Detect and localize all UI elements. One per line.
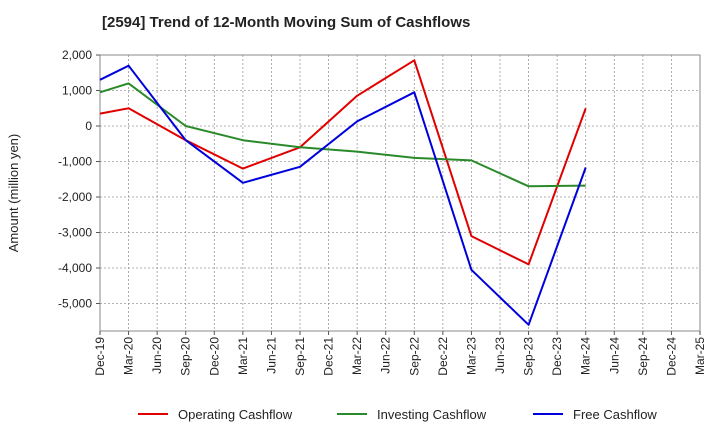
legend-label: Operating Cashflow [178,407,293,422]
chart-title: [2594] Trend of 12-Month Moving Sum of C… [102,14,471,31]
series-line-investing-cashflow [99,82,586,188]
plot-area-frame [99,54,701,332]
x-tick-label: Mar-24 [579,337,593,375]
x-tick-label: Jun-23 [493,337,507,374]
y-tick-label: -3,000 [58,226,92,240]
x-tick-label: Sep-21 [293,337,307,376]
y-tick-label: -4,000 [58,261,92,275]
y-tick-label: -1,000 [58,155,92,169]
x-tick-label: Jun-22 [379,337,393,374]
x-tick-label: Mar-22 [350,337,364,375]
series-line-operating-cashflow [99,59,587,266]
y-axis-ticks: 2,000 1,000 0 -1,000 -2,000 -3,000 -4,000 -5,00… [58,48,100,311]
x-tick-label: Sep-22 [407,337,421,376]
x-tick-label: Dec-21 [322,337,336,376]
grid [99,54,701,331]
x-tick-label: Dec-23 [550,337,564,376]
x-tick-label: Mar-23 [464,337,478,375]
y-axis-label: Amount (million yen) [6,134,21,253]
x-tick-label: Dec-20 [207,337,221,376]
x-tick-label: Jun-24 [607,337,621,374]
y-tick-label: 0 [85,119,92,133]
x-tick-label: Mar-25 [693,337,707,375]
x-tick-label: Jun-20 [150,337,164,374]
x-tick-label: Sep-24 [636,337,650,376]
y-tick-label: 1,000 [62,84,92,98]
legend-label: Investing Cashflow [377,407,487,422]
y-tick-label: -5,000 [58,297,92,311]
series-lines [99,59,587,326]
legend: Operating Cashflow Investing Cashflow Free… [138,407,657,422]
x-axis-ticks: Dec-19 Mar-20 Jun-20 Sep-20 Dec-20 Mar-21 Jun-… [93,331,707,376]
x-tick-label: Mar-20 [122,337,136,375]
y-tick-label: 2,000 [62,48,92,62]
series-line-free-cashflow [99,64,587,326]
x-tick-label: Dec-24 [664,337,678,376]
x-tick-label: Sep-23 [522,337,536,376]
x-tick-label: Sep-20 [179,337,193,376]
y-tick-label: -2,000 [58,190,92,204]
x-tick-label: Jun-21 [264,337,278,374]
x-tick-label: Dec-22 [436,337,450,376]
x-tick-label: Mar-21 [236,337,250,375]
x-tick-label: Dec-19 [93,337,107,376]
legend-label: Free Cashflow [573,407,657,422]
